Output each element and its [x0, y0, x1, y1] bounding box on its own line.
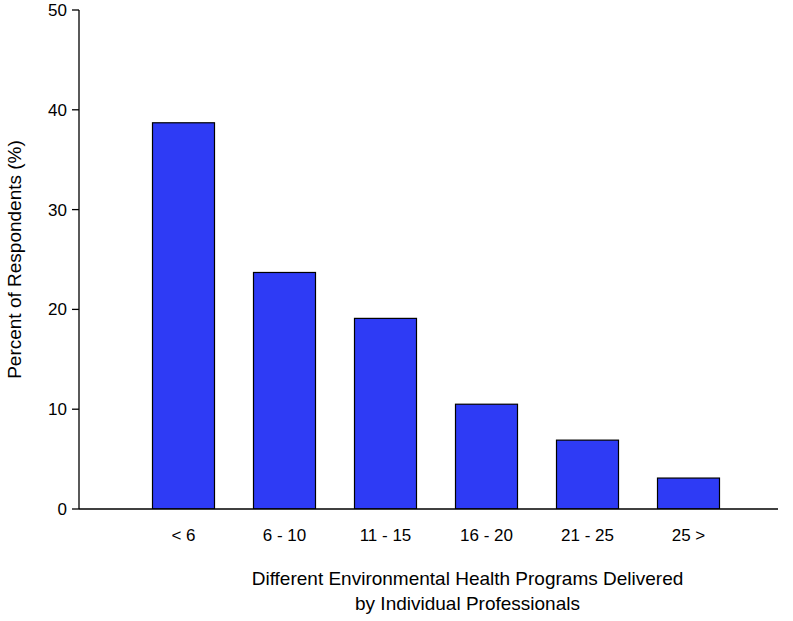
bar [355, 318, 417, 509]
x-axis-line [79, 508, 778, 509]
y-axis-label: Percent of Respondents (%) [4, 140, 25, 379]
x-tick-label: 6 - 10 [263, 526, 306, 545]
x-tick-label: < 6 [171, 526, 195, 545]
y-axis-line [78, 10, 79, 509]
y-tick [72, 409, 79, 410]
y-tick [72, 9, 79, 10]
y-tick-label: 40 [48, 101, 67, 120]
x-tick-label: 11 - 15 [360, 526, 412, 545]
bar [254, 272, 316, 509]
bar [153, 123, 215, 509]
bar [557, 440, 619, 509]
y-tick-label: 0 [58, 500, 67, 519]
y-tick-label: 10 [48, 400, 67, 419]
y-tick [72, 209, 79, 210]
y-tick [72, 309, 79, 310]
y-tick-label: 50 [48, 1, 67, 20]
chart-svg: 0 10 20 30 40 50 < 6 6 - 10 11 - 15 16 - 20 21 - 2… [0, 0, 793, 621]
x-axis-label: Different Environmental Health Programs … [252, 568, 684, 614]
bar [658, 478, 720, 509]
y-tick-label: 20 [48, 300, 67, 319]
y-tick [72, 109, 79, 110]
y-tick-label: 30 [48, 201, 67, 220]
bars [153, 123, 720, 509]
x-tick-label: 21 - 25 [561, 526, 614, 545]
x-tick-label: 16 - 20 [460, 526, 513, 545]
x-tick-label: 25 > [672, 526, 706, 545]
chart-container: 0 10 20 30 40 50 < 6 6 - 10 11 - 15 16 - 20 21 - 2… [0, 0, 793, 621]
bar [456, 404, 518, 509]
y-tick [72, 508, 79, 509]
